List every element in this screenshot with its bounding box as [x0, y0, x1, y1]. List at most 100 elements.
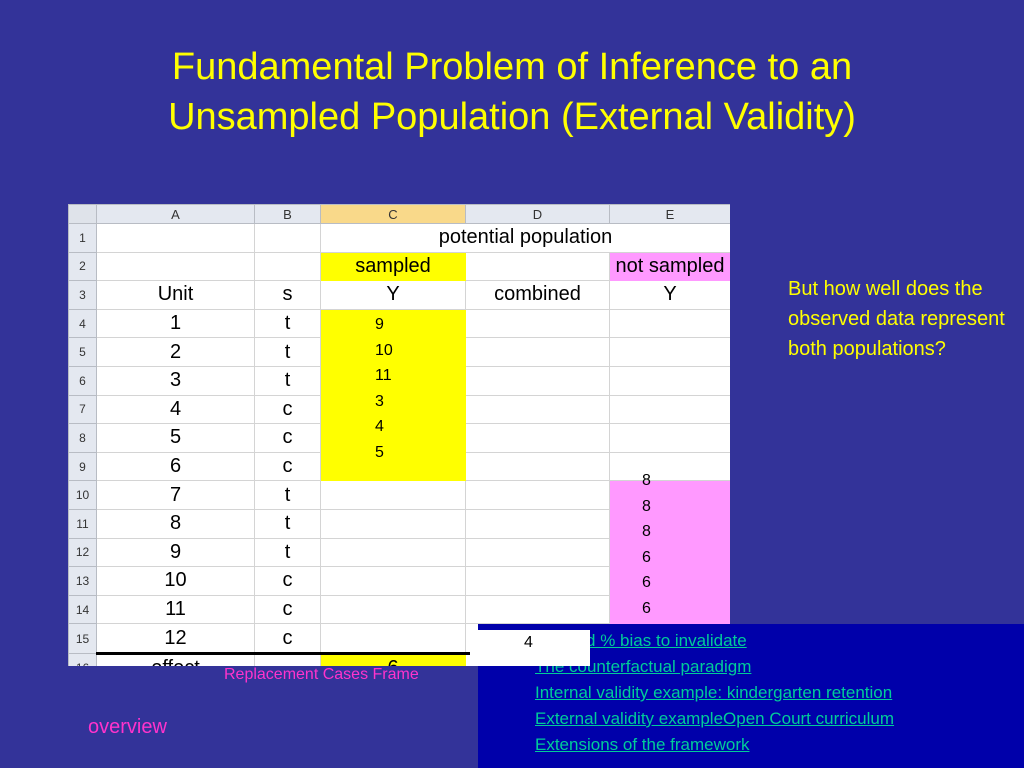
col-header-b[interactable]: B [254, 204, 321, 224]
header-combined[interactable]: combined [465, 280, 610, 310]
cell[interactable] [320, 594, 466, 625]
row-number[interactable]: 14 [68, 594, 97, 625]
not-sampled-cell[interactable] [609, 480, 730, 510]
unit-cell[interactable]: 11 [96, 594, 255, 625]
col-header-d[interactable]: D [465, 204, 610, 224]
s-cell[interactable]: t [254, 365, 321, 396]
unit-cell[interactable]: 1 [96, 308, 255, 339]
potential-population-label[interactable]: potential population [320, 223, 730, 253]
s-cell[interactable]: t [254, 337, 321, 367]
cell[interactable] [465, 423, 610, 453]
sampled-label[interactable]: sampled [320, 251, 466, 282]
row-number[interactable]: 6 [68, 365, 97, 396]
not-sampled-cell[interactable] [609, 566, 730, 596]
row-number[interactable]: 8 [68, 423, 97, 453]
s-cell[interactable]: t [254, 480, 321, 510]
cell[interactable] [96, 251, 255, 282]
row-number[interactable]: 4 [68, 308, 97, 339]
sampled-cell[interactable] [320, 423, 466, 453]
sampled-cell[interactable] [320, 308, 466, 339]
s-cell[interactable]: c [254, 623, 321, 654]
cell[interactable] [465, 566, 610, 596]
s-cell[interactable]: t [254, 537, 321, 568]
sampled-cell[interactable] [320, 394, 466, 425]
cell[interactable] [96, 223, 255, 253]
unit-cell[interactable]: 3 [96, 365, 255, 396]
header-y-sampled[interactable]: Y [320, 280, 466, 310]
col-header-e[interactable]: E [609, 204, 730, 224]
row-number[interactable]: 9 [68, 451, 97, 482]
s-cell[interactable]: c [254, 594, 321, 625]
cell[interactable] [465, 308, 610, 339]
row-number[interactable]: 12 [68, 537, 97, 568]
effect-sampled[interactable]: 6 [320, 651, 466, 666]
sampled-cell[interactable] [320, 451, 466, 482]
row-number[interactable]: 5 [68, 337, 97, 367]
cell[interactable] [609, 365, 730, 396]
s-cell[interactable]: t [254, 508, 321, 539]
row-number[interactable]: 15 [68, 623, 97, 654]
header-y-not-sampled[interactable]: Y [609, 280, 730, 310]
cell[interactable] [465, 537, 610, 568]
cell[interactable] [609, 423, 730, 453]
link-external-validity-example[interactable]: External validity exampleOpen Court curr… [535, 709, 895, 728]
link-internal-validity-example[interactable]: Internal validity example: kindergarten … [535, 683, 893, 702]
cell[interactable] [609, 308, 730, 339]
col-header-c[interactable]: C [320, 204, 466, 224]
cell[interactable] [254, 223, 321, 253]
cell[interactable] [254, 251, 321, 282]
row-number[interactable]: 10 [68, 480, 97, 510]
cell[interactable] [320, 480, 466, 510]
cell[interactable] [320, 566, 466, 596]
s-cell[interactable]: c [254, 451, 321, 482]
not-sampled-cell[interactable] [609, 508, 730, 539]
not-sampled-label[interactable]: not sampled [609, 251, 730, 282]
header-unit[interactable]: Unit [96, 280, 255, 310]
cell[interactable] [465, 337, 610, 367]
cell[interactable] [465, 480, 610, 510]
unit-cell[interactable]: 9 [96, 537, 255, 568]
cell[interactable] [254, 651, 321, 666]
cell[interactable] [465, 394, 610, 425]
sampled-cell[interactable] [320, 337, 466, 367]
overview-link[interactable]: overview [88, 716, 167, 738]
s-cell[interactable]: c [254, 566, 321, 596]
unit-cell[interactable]: 5 [96, 423, 255, 453]
unit-cell[interactable]: 10 [96, 566, 255, 596]
unit-cell[interactable]: 8 [96, 508, 255, 539]
cell[interactable] [320, 623, 466, 654]
row-number[interactable]: 16 [68, 652, 97, 666]
unit-cell[interactable]: 7 [96, 480, 255, 510]
cell[interactable] [465, 365, 610, 396]
cell[interactable] [320, 537, 466, 568]
not-sampled-cell[interactable] [609, 594, 730, 625]
cell[interactable] [465, 594, 610, 625]
s-cell[interactable]: c [254, 423, 321, 453]
effect-label[interactable]: effect [96, 651, 255, 666]
unit-cell[interactable]: 2 [96, 337, 255, 367]
cell[interactable] [320, 508, 466, 539]
s-cell[interactable]: c [254, 394, 321, 425]
cell[interactable] [609, 337, 730, 367]
cell[interactable] [609, 451, 730, 482]
sampled-cell[interactable] [320, 365, 466, 396]
replacement-cases-caption[interactable]: Replacement Cases Frame [224, 666, 419, 683]
row-number[interactable]: 3 [68, 280, 97, 310]
row-number[interactable]: 7 [68, 394, 97, 425]
row-number[interactable]: 11 [68, 508, 97, 539]
cell[interactable] [465, 251, 610, 282]
cell[interactable] [609, 394, 730, 425]
row-number[interactable]: 13 [68, 566, 97, 596]
unit-cell[interactable]: 12 [96, 623, 255, 654]
unit-cell[interactable]: 4 [96, 394, 255, 425]
not-sampled-cell[interactable] [609, 537, 730, 568]
cell[interactable] [465, 451, 610, 482]
row-number[interactable]: 2 [68, 251, 97, 282]
s-cell[interactable]: t [254, 308, 321, 339]
cell[interactable] [465, 508, 610, 539]
col-header-a[interactable]: A [96, 204, 255, 224]
sheet-corner[interactable] [68, 204, 97, 224]
unit-cell[interactable]: 6 [96, 451, 255, 482]
header-s[interactable]: s [254, 280, 321, 310]
row-number[interactable]: 1 [68, 223, 97, 253]
